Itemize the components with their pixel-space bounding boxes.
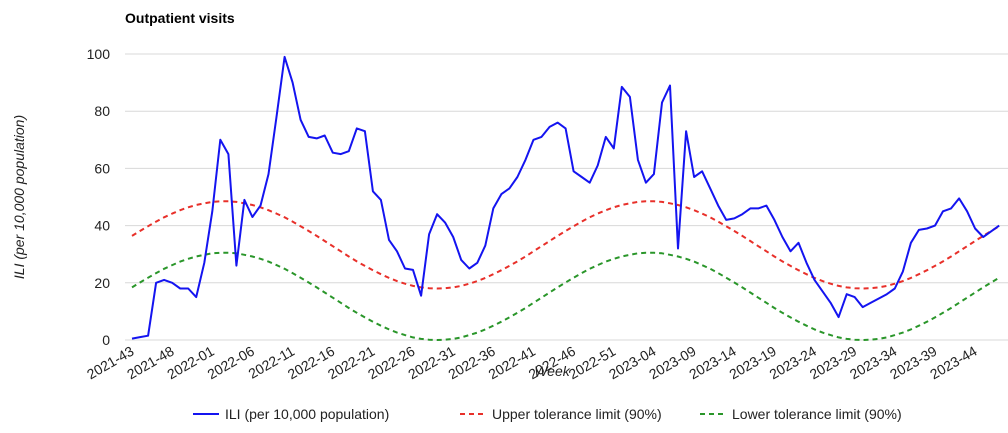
legend-label: Lower tolerance limit (90%)	[732, 406, 902, 422]
y-axis-title: ILI (per 10,000 population)	[11, 115, 27, 279]
series-line	[131, 55, 1000, 340]
y-tick-label: 80	[94, 103, 110, 119]
y-tick-label: 0	[102, 332, 110, 348]
legend-label: Upper tolerance limit (90%)	[492, 406, 662, 422]
legend-label: ILI (per 10,000 population)	[225, 406, 389, 422]
series-line	[131, 200, 1000, 290]
x-tick-label: 2022-06	[204, 343, 257, 383]
y-tick-label: 40	[94, 218, 110, 234]
x-axis-title: Week	[534, 363, 571, 379]
series-line	[131, 251, 1000, 341]
y-tick-label: 20	[94, 275, 110, 291]
y-tick-label: 60	[94, 160, 110, 176]
y-tick-label: 100	[87, 46, 111, 62]
x-tick-label: 2023-44	[927, 343, 980, 383]
chart-title: Outpatient visits	[125, 10, 235, 26]
